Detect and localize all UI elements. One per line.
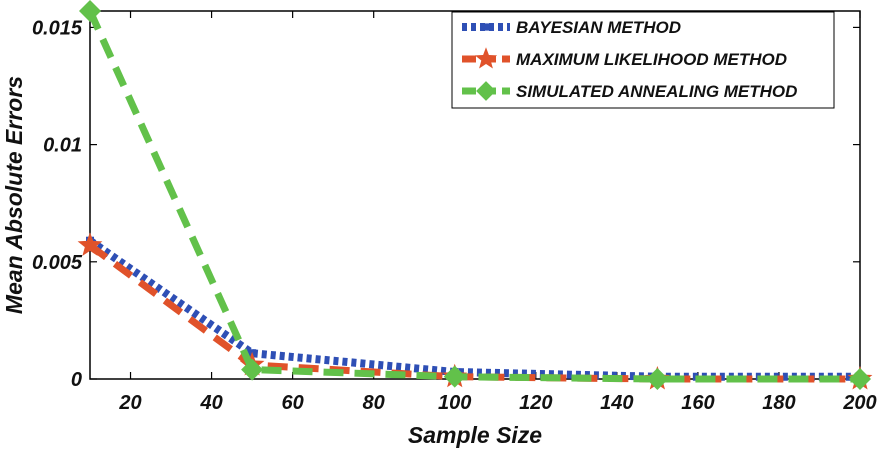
x-tick-label: 80	[363, 392, 385, 414]
legend-box	[451, 11, 835, 109]
marker-diamond	[646, 368, 669, 390]
legend-label: SIMULATED ANNEALING METHOD	[516, 82, 797, 101]
x-tick-label: 20	[118, 392, 141, 414]
x-tick-label: 40	[199, 392, 222, 414]
y-axis-ticks: 0 0.005 0.01 0.015	[32, 17, 860, 391]
x-tick-label: 200	[842, 392, 876, 414]
marker-diamond	[241, 358, 264, 381]
legend-entry: SIMULATED ANNEALING METHOD	[462, 81, 797, 101]
marker-star	[474, 47, 498, 69]
y-tick-label: 0.01	[43, 135, 82, 157]
marker-diamond	[849, 368, 871, 390]
marker-star	[77, 232, 103, 256]
x-tick-label: 120	[519, 392, 552, 414]
x-tick-label: 160	[681, 392, 714, 414]
y-tick-label: 0.005	[32, 252, 83, 274]
y-tick-label: 0	[71, 369, 82, 391]
legend-label: BAYESIAN METHOD	[516, 18, 681, 37]
y-tick-label: 0.015	[32, 17, 83, 39]
legend-entry: BAYESIAN METHOD	[462, 18, 681, 37]
x-tick-label: 60	[282, 392, 304, 414]
marker-diamond	[476, 81, 496, 101]
y-axis-title: Mean Absolute Errors	[1, 76, 27, 314]
x-axis-ticks: 20 40 60 80 100 120 140 160 180 200	[118, 11, 877, 414]
legend: BAYESIAN METHOD MAXIMUM LIKELIHOOD METHOD…	[451, 11, 835, 109]
series-layer	[77, 0, 873, 390]
x-tick-label: 180	[762, 392, 795, 414]
x-tick-label: 140	[600, 392, 633, 414]
marker-diamond	[79, 0, 101, 22]
x-tick-label: 100	[438, 392, 471, 414]
marker-diamond	[443, 365, 466, 388]
x-axis-title: Sample Size	[408, 422, 542, 448]
legend-entry: MAXIMUM LIKELIHOOD METHOD	[462, 47, 787, 69]
legend-label: MAXIMUM LIKELIHOOD METHOD	[516, 50, 787, 69]
marker-square	[482, 23, 490, 31]
series-3	[79, 0, 871, 390]
